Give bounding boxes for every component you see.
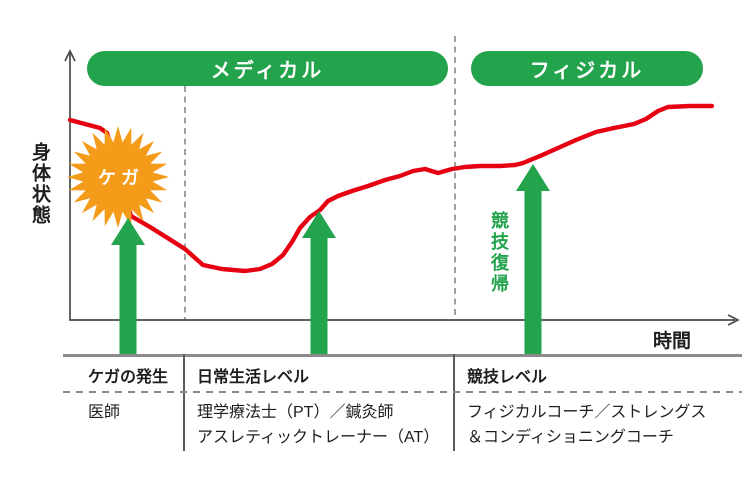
table-cell-line: 理学療法士（PT）／鍼灸師 xyxy=(197,404,394,421)
table-cell-line: アスレティックトレーナー（AT） xyxy=(197,429,440,446)
table-header-injury: ケガの発生 xyxy=(88,369,169,386)
axes-lines xyxy=(69,52,735,321)
y-axis-label: 身体状態 xyxy=(29,142,50,226)
table-header-daily-life: 日常生活レベル xyxy=(197,369,310,386)
phase-badge-medical: メディカル xyxy=(87,51,448,86)
table-column-divider xyxy=(453,354,455,451)
injury-burst-icon xyxy=(67,126,169,228)
table-cell-therapists: 理学療法士（PT）／鍼灸師 アスレティックトレーナー（AT） xyxy=(197,400,439,450)
phase-badge-physical-label: フィジカル xyxy=(529,60,645,82)
table-cell-line: フィジカルコーチ／ストレングス xyxy=(467,404,707,421)
x-axis-arrowhead-icon xyxy=(727,314,740,326)
table-header-competition: 競技レベル xyxy=(467,369,548,386)
event-arrow xyxy=(111,218,145,355)
table-cell-line: 医師 xyxy=(88,404,121,421)
x-axis-label: 時間 xyxy=(653,331,692,352)
return-to-competition-label: 競技復帰 xyxy=(489,211,509,295)
table-cell-line: ＆コンディショニングコーチ xyxy=(467,429,674,446)
injury-burst-label: ケガ xyxy=(98,168,144,188)
y-axis-arrowhead-icon xyxy=(64,49,76,62)
table-cell-coaches: フィジカルコーチ／ストレングス ＆コンディショニングコーチ xyxy=(467,400,706,450)
phase-badge-medical-label: メディカル xyxy=(210,60,325,82)
event-arrow xyxy=(302,211,336,355)
event-arrow xyxy=(516,164,550,355)
table-column-divider xyxy=(183,354,185,451)
table-row-separator xyxy=(63,391,742,393)
table-top-line xyxy=(63,354,742,357)
phase-badge-physical: フィジカル xyxy=(471,51,703,86)
table-cell-doctor: 医師 xyxy=(88,400,120,425)
condition-line xyxy=(67,103,715,274)
